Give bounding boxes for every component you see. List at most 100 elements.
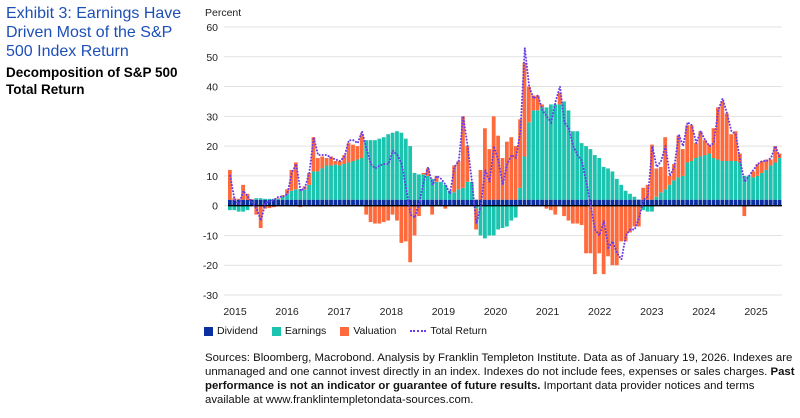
earnings-bar — [377, 138, 382, 200]
earnings-bar — [355, 159, 360, 200]
valuation-bar — [443, 205, 448, 209]
valuation-bar — [645, 184, 650, 200]
dividend-bar — [760, 199, 764, 206]
valuation-bar — [359, 134, 364, 159]
earnings-bar — [276, 198, 281, 200]
y-tick-label: -10 — [203, 230, 218, 242]
earnings-bar — [632, 196, 637, 200]
legend-label: Earnings — [284, 325, 327, 337]
earnings-bar — [764, 169, 769, 200]
earnings-bar — [346, 162, 351, 200]
valuation-bar — [267, 205, 272, 209]
earnings-bar — [773, 162, 777, 200]
earnings-bar — [650, 205, 654, 212]
earnings-bar — [716, 159, 720, 200]
earnings-bar — [610, 171, 615, 200]
legend-item-dividend: Dividend — [204, 325, 258, 337]
total-return-swatch — [410, 330, 427, 332]
chart-title: Exhibit 3: Earnings Have Driven Most of … — [6, 5, 182, 60]
earnings-bar — [562, 101, 566, 200]
dividend-bar — [614, 199, 619, 206]
dividend-bar — [641, 199, 646, 206]
valuation-bar — [614, 205, 619, 266]
earnings-bar — [676, 177, 681, 200]
dividend-bar — [755, 199, 760, 206]
valuation-bar — [755, 163, 760, 176]
dividend-bar — [746, 199, 751, 206]
dividend-bar — [636, 199, 641, 206]
earnings-bar — [412, 172, 417, 200]
dividend-bar — [513, 199, 518, 206]
valuation-bar — [518, 119, 522, 188]
earnings-bar — [588, 149, 593, 200]
earnings-bar — [641, 205, 646, 211]
valuation-swatch — [340, 326, 350, 336]
valuation-bar — [293, 162, 298, 190]
dividend-bar — [557, 199, 562, 206]
valuation-bar — [702, 140, 707, 156]
valuation-bar — [465, 146, 470, 182]
x-tick-label: 2022 — [588, 306, 612, 318]
valuation-bar — [236, 198, 241, 200]
dividend-bar — [263, 199, 267, 206]
dividend-bar — [658, 199, 663, 206]
y-tick-label: 20 — [206, 141, 218, 153]
earnings-bar — [443, 184, 448, 200]
valuation-bar — [452, 165, 457, 193]
valuation-bar — [658, 166, 663, 193]
dividend-bar — [526, 199, 531, 206]
valuation-bar — [307, 172, 311, 185]
dividend-bar — [716, 199, 720, 206]
earnings-bar — [654, 196, 659, 200]
x-tick-label: 2016 — [275, 306, 299, 318]
valuation-bar — [417, 205, 421, 217]
valuation-bar — [667, 175, 672, 185]
valuation-bar — [711, 128, 716, 159]
earnings-bar — [619, 184, 624, 200]
valuation-bar — [228, 169, 232, 200]
earnings-bar — [513, 205, 518, 218]
dividend-bar — [729, 199, 734, 206]
earnings-bar — [474, 205, 479, 209]
earnings-bar — [614, 178, 619, 200]
dividend-bar — [522, 199, 527, 206]
valuation-bar — [333, 161, 338, 165]
valuation-bar — [764, 159, 769, 170]
earnings-bar — [289, 190, 294, 200]
earnings-bar — [245, 205, 250, 211]
valuation-bar — [689, 125, 694, 161]
earnings-bar — [592, 155, 597, 200]
earnings-bar — [267, 198, 272, 200]
dividend-bar — [456, 199, 461, 206]
valuation-bar — [584, 205, 588, 254]
valuation-bar — [395, 205, 399, 221]
dividend-bar — [496, 199, 500, 206]
valuation-bar — [403, 205, 408, 242]
dividend-bar — [342, 199, 347, 206]
earnings-bar — [315, 171, 320, 200]
dividend-bar — [505, 199, 509, 206]
dividend-bar — [355, 199, 360, 206]
dividend-bar — [271, 199, 276, 206]
valuation-bar — [390, 205, 395, 215]
valuation-bar — [280, 195, 285, 197]
valuation-bar — [742, 205, 747, 217]
valuation-bar — [496, 135, 500, 200]
valuation-bar — [522, 62, 527, 157]
dividend-bar — [619, 199, 624, 206]
earnings-bar — [342, 163, 347, 200]
dividend-bar — [267, 199, 272, 206]
earnings-bar — [540, 107, 544, 200]
legend-item-total-return: Total Return — [410, 325, 487, 337]
valuation-bar — [623, 205, 628, 242]
valuation-bar — [553, 205, 558, 215]
dividend-bar — [694, 199, 698, 206]
dividend-bar — [439, 199, 443, 206]
dividend-bar — [421, 199, 426, 206]
legend-item-valuation: Valuation — [340, 325, 396, 337]
dividend-bar — [346, 199, 351, 206]
earnings-bar — [557, 104, 562, 200]
dividend-bar — [610, 199, 615, 206]
dividend-bar — [548, 199, 553, 206]
x-tick-label: 2017 — [328, 306, 352, 318]
